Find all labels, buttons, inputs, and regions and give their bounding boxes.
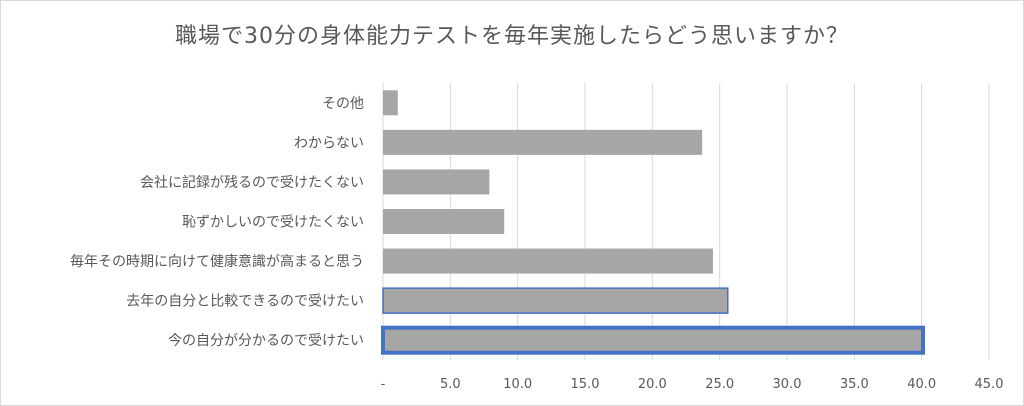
x-tick-label: - xyxy=(381,377,386,392)
category-label: 恥ずかしいので受けたくない xyxy=(182,215,364,231)
category-label: その他 xyxy=(322,96,364,112)
x-tick-label: 35.0 xyxy=(840,377,869,392)
bar xyxy=(383,209,505,234)
category-labels: その他わからない会社に記録が残るので受けたくない恥ずかしいので受けたくない毎年そ… xyxy=(70,96,364,349)
category-label: 毎年その時期に向けて健康意識が高まると思う xyxy=(70,253,364,270)
x-tick-label: 40.0 xyxy=(907,377,936,392)
category-label: 会社に記録が残るので受けたくない xyxy=(140,174,364,191)
x-tick-label: 30.0 xyxy=(773,377,802,392)
chart-title: 職場で30分の身体能力テストを毎年実施したらどう思いますか？ xyxy=(175,24,849,49)
x-tick-label: 45.0 xyxy=(975,377,1004,392)
x-tick-label: 15.0 xyxy=(571,377,600,392)
bar xyxy=(382,287,729,314)
category-label: 去年の自分と比較できるので受けたい xyxy=(126,294,364,310)
x-tick-label: 10.0 xyxy=(503,377,532,392)
x-tick-labels: - 5.0 10.0 15.0 20.0 25.0 30.0 35.0 40.0 45.0 xyxy=(381,377,1004,392)
bar xyxy=(383,129,703,155)
bar xyxy=(381,325,926,355)
bar xyxy=(383,248,713,274)
bar xyxy=(383,90,398,116)
bars xyxy=(381,90,926,355)
bar xyxy=(383,169,490,195)
x-tick-label: 5.0 xyxy=(440,377,461,392)
category-label: わからない xyxy=(294,135,364,151)
category-label: 今の自分が分かるので受けたい xyxy=(168,333,364,349)
x-tick-label: 25.0 xyxy=(705,377,734,392)
x-tick-label: 20.0 xyxy=(638,377,667,392)
